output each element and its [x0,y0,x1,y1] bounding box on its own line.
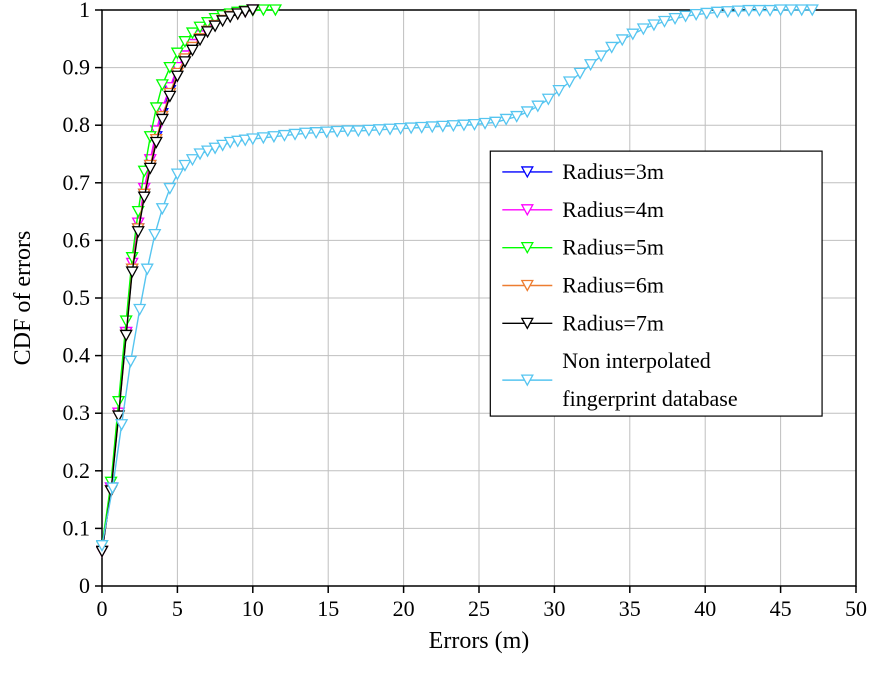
svg-text:30: 30 [543,596,565,621]
chart-svg: 0 5 10 15 20 25 30 35 40 45 50 0 0.1 0.2 0.3 0.4 0.5 0.6 0… [0,0,894,676]
svg-text:0.3: 0.3 [63,400,91,425]
svg-text:Non interpolated: Non interpolated [562,348,710,373]
svg-text:Radius=4m: Radius=4m [562,197,664,222]
svg-text:0.2: 0.2 [63,458,91,483]
svg-text:15: 15 [317,596,339,621]
svg-text:25: 25 [468,596,490,621]
legend: Radius=3m Radius=4m Radius=5m Radius=6m Radi… [490,151,822,416]
svg-text:0.6: 0.6 [63,227,91,252]
svg-text:35: 35 [619,596,641,621]
cdf-chart: 0 5 10 15 20 25 30 35 40 45 50 0 0.1 0.2 0.3 0.4 0.5 0.6 0… [0,0,894,676]
svg-text:Radius=6m: Radius=6m [562,272,664,297]
svg-text:0.8: 0.8 [63,112,91,137]
svg-text:40: 40 [694,596,716,621]
svg-text:45: 45 [770,596,792,621]
y-axis-label: CDF of errors [10,231,36,366]
svg-text:Radius=5m: Radius=5m [562,235,664,260]
svg-text:5: 5 [172,596,183,621]
svg-text:20: 20 [393,596,415,621]
svg-text:50: 50 [845,596,867,621]
x-axis-label: Errors (m) [429,628,530,654]
svg-text:0: 0 [97,596,108,621]
svg-text:0.5: 0.5 [63,285,91,310]
svg-text:0.4: 0.4 [63,343,91,368]
svg-text:10: 10 [242,596,264,621]
svg-text:0: 0 [79,573,90,598]
svg-text:Radius=7m: Radius=7m [562,310,664,335]
svg-text:1: 1 [79,0,90,22]
svg-text:0.7: 0.7 [63,170,91,195]
svg-text:0.1: 0.1 [63,515,91,540]
svg-text:Radius=3m: Radius=3m [562,159,664,184]
svg-text:0.9: 0.9 [63,55,91,80]
svg-text:fingerprint database: fingerprint database [562,386,737,411]
